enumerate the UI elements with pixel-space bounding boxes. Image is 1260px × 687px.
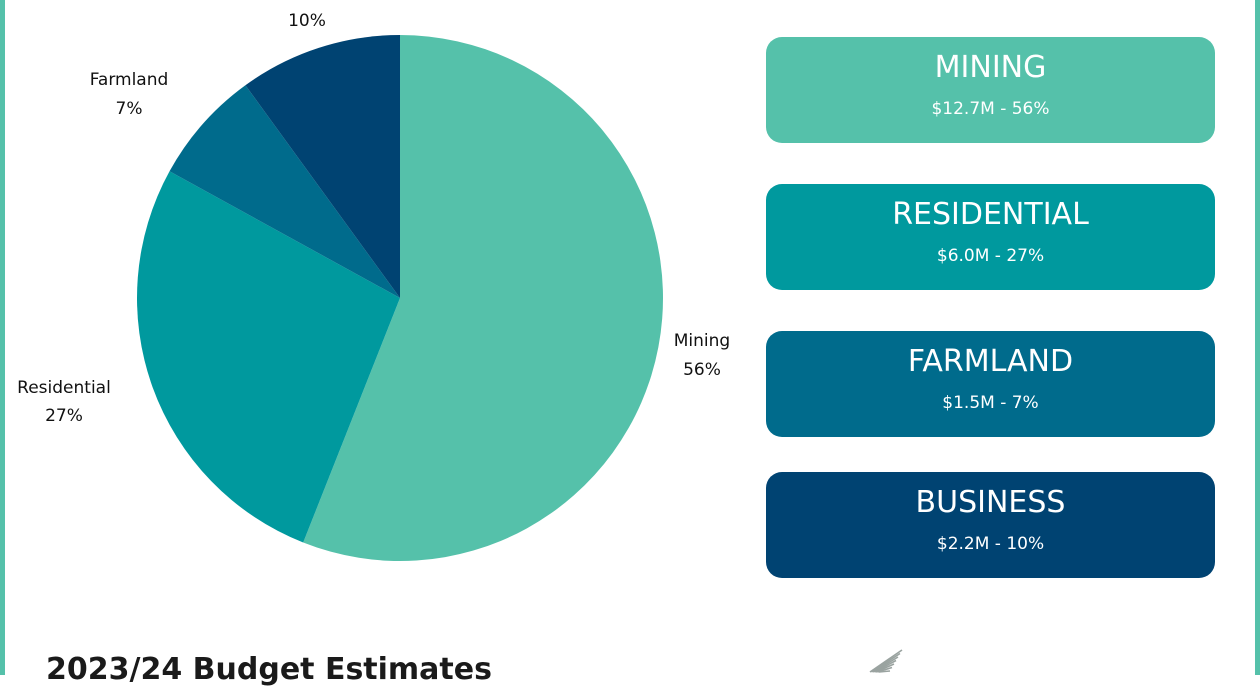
slice-label-farmland-name: Farmland — [90, 70, 169, 90]
pie-chart: Mining 56% Residential 27% Farmland 7% 1… — [17, 11, 730, 561]
logo-stripe — [875, 663, 895, 673]
slice-label-mining-pct: 56% — [683, 360, 721, 380]
pie-slice-farmland — [169, 85, 400, 298]
card-title: RESIDENTIAL — [892, 197, 1089, 232]
pie-slice-residential — [137, 171, 400, 543]
card-business: BUSINESS $2.2M - 10% — [766, 472, 1215, 578]
card-value: $1.5M - 7% — [942, 393, 1039, 413]
card-residential: RESIDENTIAL $6.0M - 27% — [766, 184, 1215, 290]
slice-label-residential-pct: 27% — [45, 406, 83, 426]
card-value: $12.7M - 56% — [931, 99, 1050, 119]
logo-stripe — [878, 670, 891, 673]
card-title: FARMLAND — [907, 344, 1074, 379]
slice-label-business-pct: 10% — [288, 11, 326, 31]
card-value: $6.0M - 27% — [936, 246, 1045, 266]
logo-stripe — [872, 656, 899, 673]
card-mining: MINING $12.7M - 56% — [766, 37, 1215, 143]
slice-label-mining-name: Mining — [674, 331, 730, 351]
card-value: $2.2M - 10% — [936, 534, 1045, 554]
card-farmland: FARMLAND $1.5M - 7% — [766, 331, 1215, 437]
slice-label-farmland-pct: 7% — [116, 99, 143, 119]
slice-label-residential-name: Residential — [17, 378, 111, 398]
pie-slice-mining — [303, 35, 664, 561]
pie-slice-business — [245, 35, 400, 298]
logo-stripe — [874, 659, 897, 673]
card-title: BUSINESS — [915, 485, 1066, 520]
logo-stripe — [869, 649, 903, 673]
logo-stripe — [871, 652, 901, 673]
logo-mark — [869, 649, 903, 673]
card-title: MINING — [934, 50, 1047, 85]
page-title: 2023/24 Budget Estimates — [46, 652, 492, 687]
